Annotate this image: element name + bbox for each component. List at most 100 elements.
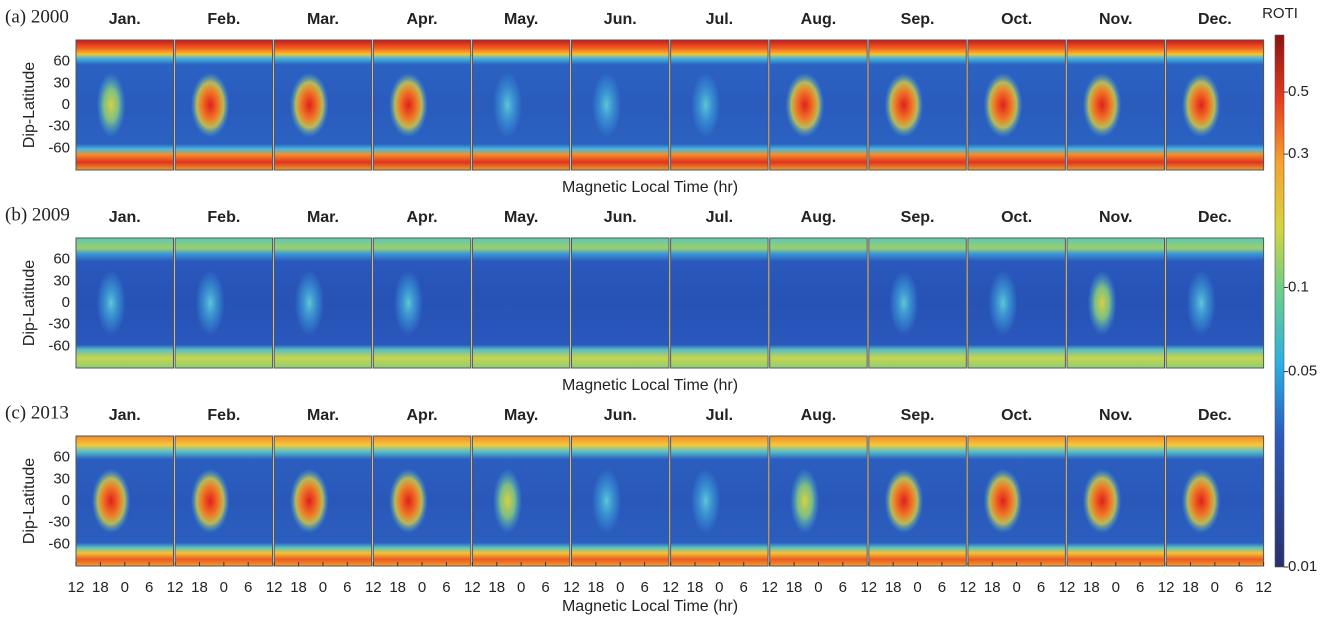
month-title: Mar. [307, 11, 339, 28]
month-title: May. [504, 407, 538, 424]
x-tick-label: 12 [1059, 579, 1076, 596]
month-title: Feb. [207, 209, 240, 226]
panel-frame [967, 39, 1066, 171]
month-title: Jul. [706, 407, 734, 424]
x-tick-label: 12 [266, 579, 283, 596]
enhancement-region [1181, 468, 1221, 534]
month-title: Nov. [1099, 209, 1132, 226]
panel-frame [868, 237, 967, 369]
month-title: Jul. [706, 11, 734, 28]
x-tick-label: 0 [121, 579, 129, 596]
x-tick-label: 0 [319, 579, 327, 596]
x-tick-label: 6 [740, 579, 748, 596]
x-tick-label: 0 [418, 579, 426, 596]
colorbar-tick-label: 0.3 [1288, 145, 1309, 162]
x-tick-label: 18 [687, 579, 704, 596]
colorbar-tick-label: 0.1 [1288, 278, 1309, 295]
y-tick-label: -30 [48, 316, 70, 333]
month-title: Apr. [406, 11, 437, 28]
month-title: Aug. [801, 209, 837, 226]
x-tick-label: 18 [191, 579, 208, 596]
panel-frame [75, 237, 174, 369]
enhancement-region [190, 72, 230, 138]
heatmap-panel [670, 238, 769, 368]
colorbar-tick-label: 0.5 [1288, 83, 1309, 100]
x-tick-label: 0 [1211, 579, 1219, 596]
x-tick-label: 18 [1182, 579, 1199, 596]
enhancement-region [195, 270, 225, 336]
month-title: Jan. [109, 407, 141, 424]
month-title: Jul. [706, 209, 734, 226]
x-tick-label: 0 [814, 579, 822, 596]
month-title: Jun. [604, 11, 637, 28]
panel-frame [1165, 39, 1265, 171]
colorbar [1274, 34, 1285, 568]
x-tick-label: 0 [616, 579, 624, 596]
row-label: (a) 2000 [5, 6, 69, 27]
x-tick-label: 6 [1037, 579, 1045, 596]
panel-frame [273, 39, 373, 171]
panel-frame [670, 39, 769, 171]
panel-frame [1066, 39, 1165, 171]
panel-frame [1066, 237, 1165, 369]
enhancement-region [1082, 72, 1122, 138]
y-tick-label: 30 [53, 272, 70, 289]
enhancement-region [591, 72, 622, 138]
enhancement-region [785, 72, 825, 138]
enhancement-region [492, 468, 523, 534]
x-tick-label: 6 [938, 579, 946, 596]
y-tick-label: 0 [62, 294, 70, 311]
enhancement-region [393, 270, 424, 336]
x-tick-label: 6 [343, 579, 351, 596]
y-axis-label: Dip-Latitude [21, 62, 38, 148]
month-title: Mar. [307, 209, 339, 226]
heatmap-panel [472, 238, 570, 368]
y-tick-label: -30 [48, 514, 70, 531]
panel-frame [571, 237, 670, 369]
enhancement-region [884, 468, 924, 534]
x-tick-label: 18 [786, 579, 803, 596]
x-tick-label: 18 [92, 579, 109, 596]
month-title: Nov. [1099, 407, 1132, 424]
x-tick-label: 18 [984, 579, 1001, 596]
enhancement-region [691, 468, 721, 534]
y-tick-label: 30 [53, 74, 70, 91]
month-title: Aug. [801, 11, 837, 28]
panel-frame [868, 39, 967, 171]
x-tick-label: 12 [68, 579, 85, 596]
panel-frame [769, 39, 868, 171]
enhancement-region [889, 270, 919, 336]
x-axis-label: Magnetic Local Time (hr) [562, 179, 738, 196]
x-tick-label: 18 [389, 579, 406, 596]
y-tick-label: 0 [62, 96, 70, 113]
x-tick-label: 6 [1136, 579, 1144, 596]
x-tick-label: 12 [365, 579, 382, 596]
y-tick-label: 60 [53, 53, 70, 70]
x-tick-label: 12 [1255, 579, 1272, 596]
x-axis-label: Magnetic Local Time (hr) [562, 598, 738, 615]
x-tick-label: 12 [860, 579, 877, 596]
x-tick-label: 0 [1012, 579, 1020, 596]
month-title: Sep. [901, 209, 935, 226]
month-title: Mar. [307, 407, 339, 424]
x-tick-label: 6 [244, 579, 252, 596]
month-title: Jan. [109, 11, 141, 28]
colorbar-title: ROTI [1262, 5, 1298, 22]
x-tick-label: 0 [220, 579, 228, 596]
x-tick-label: 6 [839, 579, 847, 596]
x-tick-label: 18 [488, 579, 505, 596]
enhancement-region [388, 72, 428, 138]
x-tick-label: 6 [1235, 579, 1243, 596]
x-tick-label: 12 [960, 579, 977, 596]
x-tick-label: 18 [1083, 579, 1100, 596]
y-tick-label: -60 [48, 535, 70, 552]
x-tick-label: 0 [1112, 579, 1120, 596]
enhancement-region [190, 468, 230, 534]
enhancement-region [1186, 270, 1216, 336]
panel-frame [1165, 237, 1265, 369]
row-label: (c) 2013 [5, 402, 69, 423]
panel-frame [769, 237, 868, 369]
y-tick-label: -60 [48, 139, 70, 156]
month-title: Oct. [1001, 209, 1032, 226]
